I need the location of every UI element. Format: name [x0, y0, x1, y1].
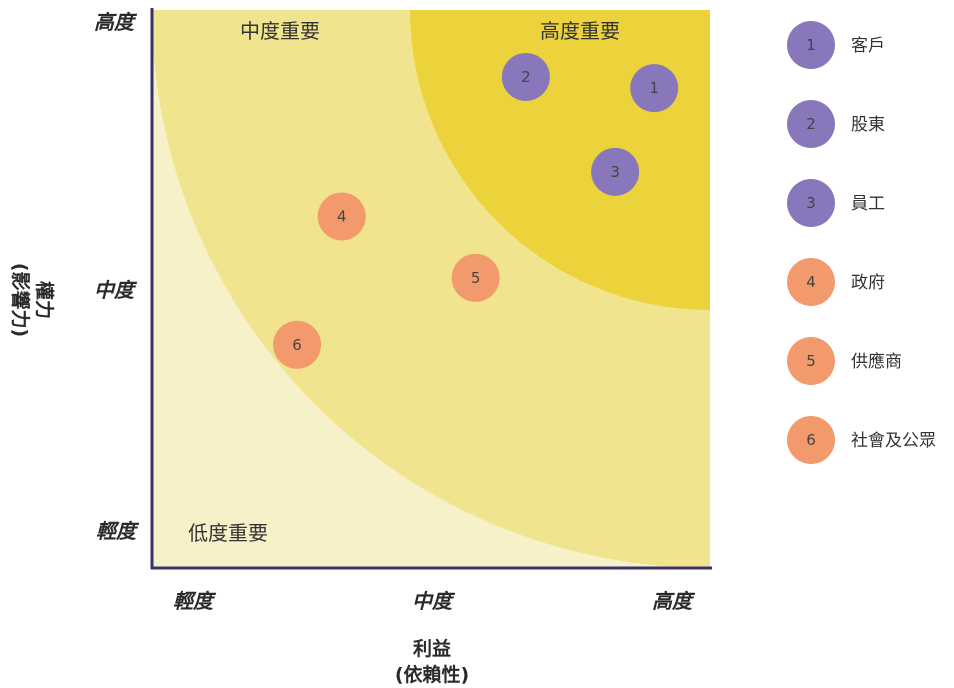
legend-marker-4-circle [787, 258, 835, 306]
stakeholder-marker-2-number: 2 [521, 68, 531, 86]
legend-marker-5: 5 [787, 337, 835, 385]
legend-marker-6-circle [787, 416, 835, 464]
legend-label-4: 政府 [851, 273, 885, 293]
stakeholder-marker-1: 1 [630, 64, 679, 113]
legend-marker-3: 3 [787, 179, 835, 227]
y-tick-medium: 中度 [94, 278, 138, 302]
stakeholder-marker-2-circle [501, 52, 550, 101]
x-axis-subtitle: (依賴性) [395, 663, 469, 686]
stakeholder-marker-4-circle [317, 192, 366, 241]
legend-marker-4: 4 [787, 258, 835, 306]
stakeholder-marker-6: 6 [273, 320, 322, 369]
legend-marker-4-number: 4 [806, 273, 816, 291]
stakeholder-marker-5-circle [451, 253, 500, 302]
y-axis-title: 權力 [33, 281, 56, 319]
legend-marker-1-number: 1 [806, 36, 816, 54]
stakeholder-marker-6-circle [273, 320, 322, 369]
stakeholder-marker-4-number: 4 [337, 207, 347, 225]
legend-marker-2-circle [787, 100, 835, 148]
stakeholder-markers: 1 2 3 4 5 6 [273, 52, 679, 369]
y-tick-low: 輕度 [96, 519, 140, 543]
legend-label-1: 客戶 [851, 36, 885, 56]
x-axis-title: 利益 [413, 637, 451, 660]
stakeholder-marker-1-circle [630, 64, 679, 113]
stakeholder-marker-6-number: 6 [292, 336, 302, 354]
stakeholder-marker-2: 2 [501, 52, 550, 101]
x-tick-medium: 中度 [412, 589, 456, 613]
stakeholder-marker-5: 5 [451, 253, 500, 302]
stakeholder-marker-5-number: 5 [471, 269, 481, 287]
stakeholder-marker-3-circle [591, 147, 640, 196]
zone-label-high: 高度重要 [540, 19, 620, 43]
stakeholder-marker-3: 3 [591, 147, 640, 196]
y-axis-subtitle: (影響力) [9, 263, 32, 337]
stakeholder-marker-3-number: 3 [610, 163, 620, 181]
legend-marker-5-circle [787, 337, 835, 385]
y-tick-high: 高度 [94, 10, 138, 34]
legend-marker-5-number: 5 [806, 352, 816, 370]
legend-marker-6-number: 6 [806, 431, 816, 449]
legend-label-5: 供應商 [851, 351, 902, 372]
legend-marker-1: 1 [787, 21, 835, 69]
legend-label-3: 員工 [851, 194, 885, 214]
legend-label-6: 社會及公眾 [851, 431, 936, 451]
x-tick-high: 高度 [652, 589, 696, 613]
stakeholder-marker-1-number: 1 [649, 79, 659, 97]
x-tick-low: 輕度 [173, 589, 217, 613]
legend-marker-2-number: 2 [806, 115, 816, 133]
zone-label-low: 低度重要 [188, 521, 268, 545]
zone-label-medium: 中度重要 [240, 19, 320, 43]
legend-marker-1-circle [787, 21, 835, 69]
stakeholder-marker-4: 4 [317, 192, 366, 241]
legend-marker-3-number: 3 [806, 194, 816, 212]
legend-marker-6: 6 [787, 416, 835, 464]
legend-label-2: 股東 [851, 115, 885, 135]
legend-marker-2: 2 [787, 100, 835, 148]
legend-marker-3-circle [787, 179, 835, 227]
legend: 1 客戶 2 股東 3 員工 4 政府 5 供應商 6 社會及公眾 [787, 21, 936, 464]
